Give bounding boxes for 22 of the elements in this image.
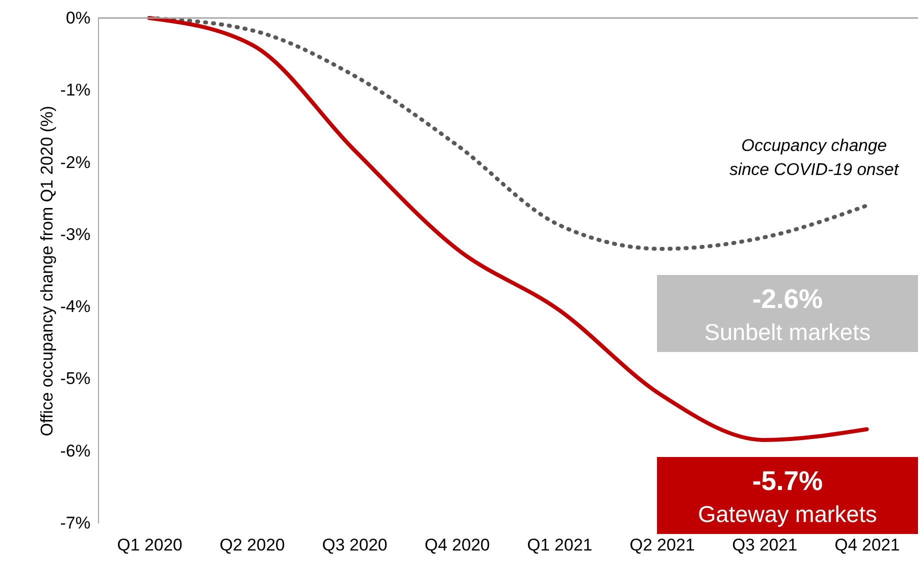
annotation: -5.7%: [752, 466, 823, 496]
y-tick-label: -3%: [60, 224, 90, 244]
x-tick-label: Q4 2021: [834, 536, 900, 554]
y-axis-title: Office occupancy change from Q1 2020 (%): [37, 106, 56, 436]
x-tick-label: Q4 2020: [424, 536, 490, 554]
annotation: -2.6%: [752, 284, 823, 314]
text: Gateway markets: [698, 501, 877, 527]
x-tick-label: Q3 2020: [322, 536, 388, 554]
y-tick-label: 0%: [66, 8, 90, 28]
y-tick-label: -6%: [60, 441, 90, 460]
y-tick-label: -2%: [60, 152, 90, 172]
y-tick-label: -5%: [60, 369, 90, 388]
y-tick-label: -7%: [60, 514, 90, 532]
text: Sunbelt markets: [704, 319, 871, 345]
x-tick-label: Q1 2020: [117, 536, 182, 554]
x-tick-label: Q1 2021: [527, 536, 592, 554]
annotation: Occupancy change since COVID-19 onset: [729, 136, 900, 179]
x-tick-label: Q2 2020: [220, 536, 285, 554]
y-tick-label: -4%: [60, 297, 90, 316]
y-tick-label: -1%: [60, 80, 90, 100]
x-tick-label: Q2 2021: [630, 536, 695, 554]
x-tick-label: Q3 2021: [732, 536, 798, 554]
